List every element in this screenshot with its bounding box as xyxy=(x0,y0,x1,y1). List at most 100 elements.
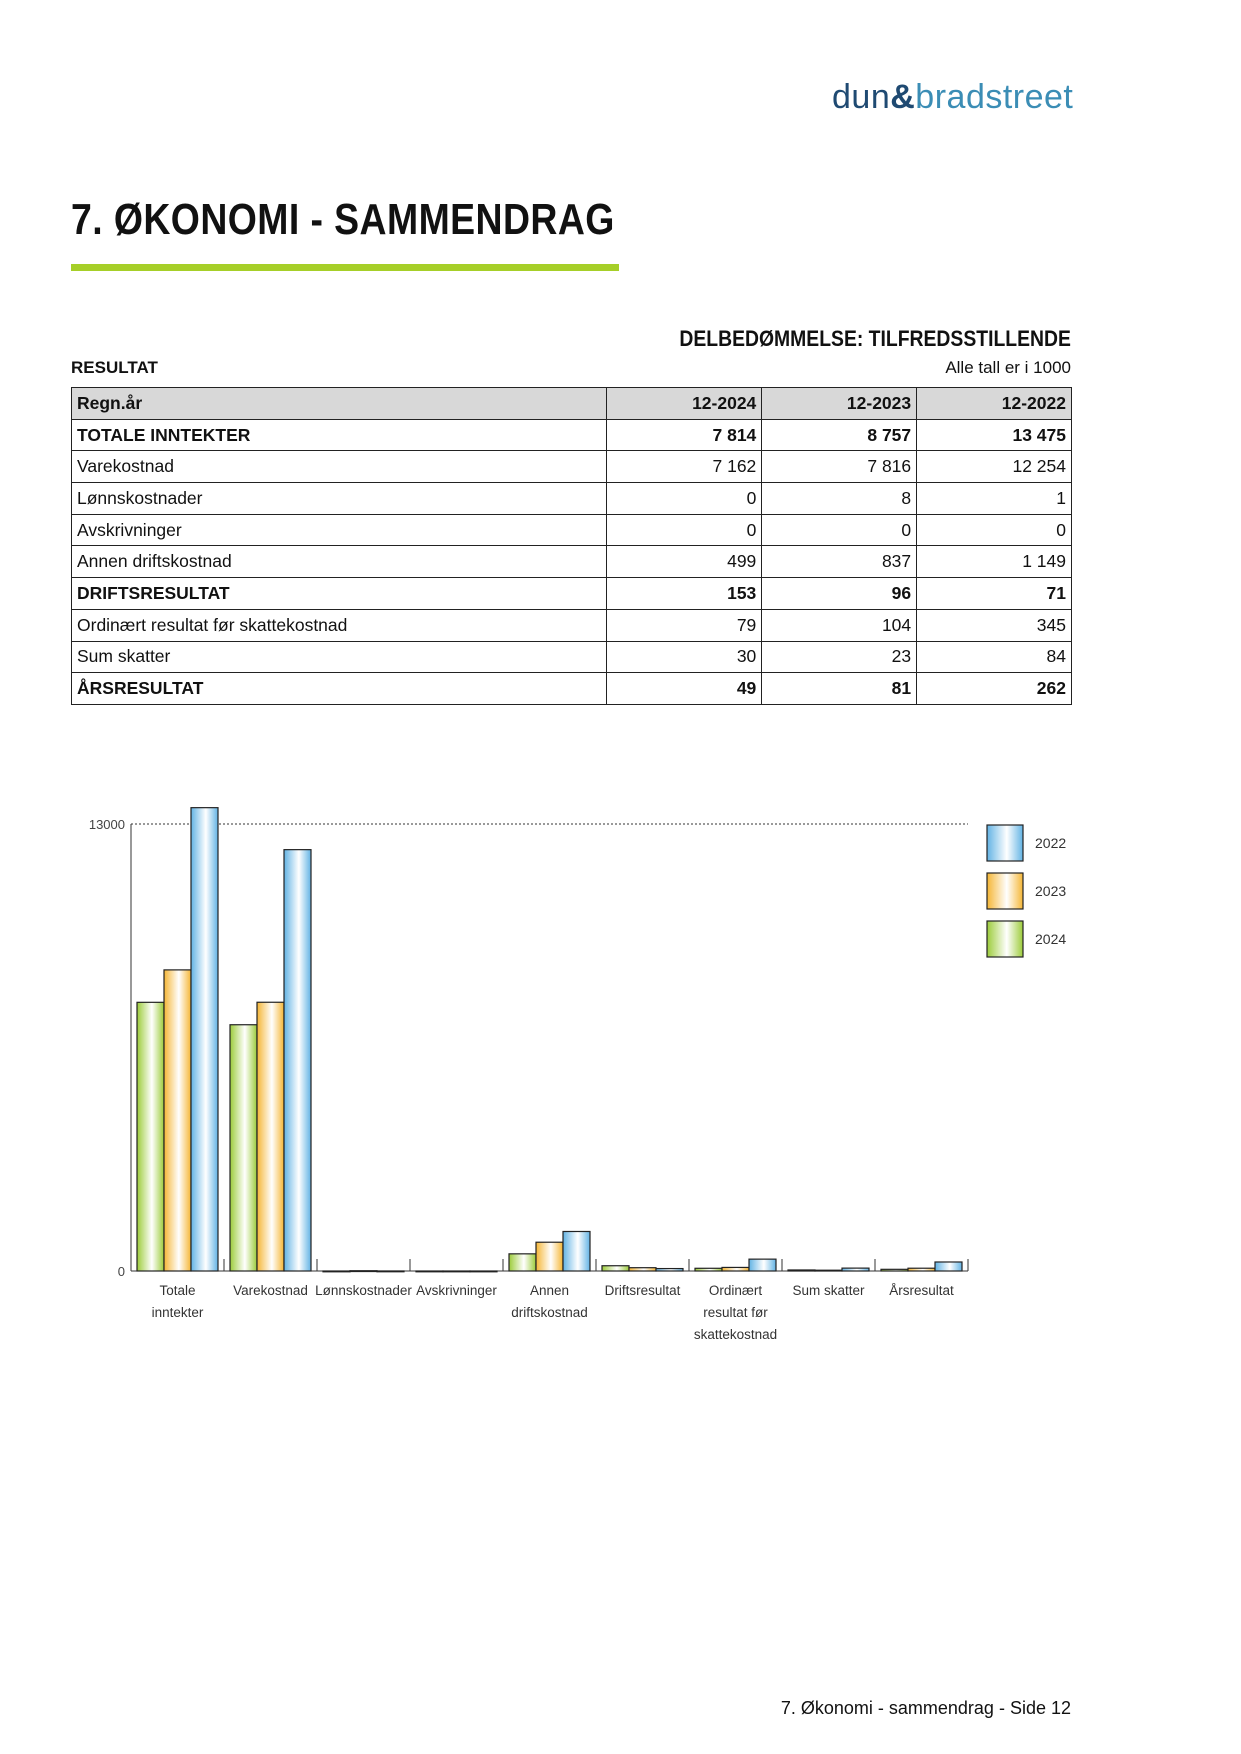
cell-value: 0 xyxy=(761,513,918,547)
title-underline xyxy=(71,264,619,271)
column-header: 12-2024 xyxy=(606,387,763,420)
x-tick-label: inntekter xyxy=(152,1305,204,1320)
table-row: TOTALE INNTEKTER 7 814 8 757 13 475 xyxy=(70,418,1072,452)
cell-value: 7 814 xyxy=(606,418,763,452)
unit-note: Alle tall er i 1000 xyxy=(945,358,1071,377)
legend-label: 2023 xyxy=(1035,883,1066,899)
bar-2023 xyxy=(163,969,192,1272)
row-label: Avskrivninger xyxy=(70,513,608,547)
bar-2023 xyxy=(442,1270,471,1273)
bar-2022 xyxy=(655,1267,684,1272)
cell-value: 84 xyxy=(916,640,1072,674)
row-label: Varekostnad xyxy=(70,450,608,484)
cell-value: 12 254 xyxy=(916,450,1072,484)
table-row: Lønnskostnader 0 8 1 xyxy=(70,482,1072,515)
y-tick-label: 0 xyxy=(118,1264,125,1279)
x-tick-label: Varekostnad xyxy=(233,1283,308,1298)
row-label: ÅRSRESULTAT xyxy=(70,672,608,705)
table-row: ÅRSRESULTAT 49 81 262 xyxy=(70,672,1072,705)
bar-2023 xyxy=(628,1267,657,1272)
section-label: RESULTAT xyxy=(71,358,158,377)
bar-2022 xyxy=(934,1261,963,1272)
column-header: 12-2022 xyxy=(916,387,1072,420)
table-header-row: Regn.år 12-2024 12-2023 12-2022 xyxy=(70,387,1072,420)
page-footer: 7. Økonomi - sammendrag - Side 12 xyxy=(780,1698,1071,1718)
row-label: Sum skatter xyxy=(70,640,608,674)
bar-2023 xyxy=(721,1266,750,1272)
cell-value: 1 149 xyxy=(916,545,1072,579)
cell-value: 499 xyxy=(606,545,763,579)
row-label: TOTALE INNTEKTER xyxy=(70,418,608,452)
bar-2024 xyxy=(229,1024,258,1272)
cell-value: 23 xyxy=(761,640,918,674)
bar-2022 xyxy=(283,849,312,1272)
cell-value: 0 xyxy=(606,513,763,547)
legend-label: 2022 xyxy=(1035,835,1066,851)
x-tick-label: Ordinært xyxy=(709,1283,763,1298)
cell-value: 49 xyxy=(606,672,763,705)
table-row: Varekostnad 7 162 7 816 12 254 xyxy=(70,450,1072,484)
x-tick-label: Lønnskostnader xyxy=(315,1283,412,1298)
bar-2022 xyxy=(562,1230,591,1272)
x-tick-label: Årsresultat xyxy=(889,1283,954,1298)
bar-2022 xyxy=(190,807,219,1272)
cell-value: 13 475 xyxy=(916,418,1072,452)
x-tick-label: Sum skatter xyxy=(792,1283,865,1298)
cell-value: 104 xyxy=(761,608,918,642)
x-tick-label: skattekostnad xyxy=(694,1327,777,1342)
y-tick-label: 13000 xyxy=(89,817,125,832)
bar-2024 xyxy=(694,1267,723,1272)
cell-value: 262 xyxy=(916,672,1072,705)
row-label: Lønnskostnader xyxy=(70,482,608,515)
bar-2022 xyxy=(841,1267,870,1272)
bar-2022 xyxy=(748,1258,777,1272)
cell-value: 1 xyxy=(916,482,1072,515)
cell-value: 7 162 xyxy=(606,450,763,484)
bar-2023 xyxy=(814,1269,843,1272)
cell-value: 0 xyxy=(606,482,763,515)
bar-2024 xyxy=(508,1253,537,1272)
bar-2024 xyxy=(322,1270,351,1273)
bar-2022 xyxy=(376,1270,405,1273)
table-row: Ordinært resultat før skattekostnad 79 104… xyxy=(70,608,1072,642)
cell-value: 0 xyxy=(916,513,1072,547)
bar-2022 xyxy=(469,1270,498,1273)
table-row: DRIFTSRESULTAT 153 96 71 xyxy=(70,577,1072,610)
cell-value: 30 xyxy=(606,640,763,674)
column-header: 12-2023 xyxy=(761,387,918,420)
cell-value: 153 xyxy=(606,577,763,610)
cell-value: 7 816 xyxy=(761,450,918,484)
cell-value: 96 xyxy=(761,577,918,610)
row-label: Ordinært resultat før skattekostnad xyxy=(70,608,608,642)
table-row: Avskrivninger 0 0 0 xyxy=(70,513,1072,547)
cell-value: 837 xyxy=(761,545,918,579)
table-row: Sum skatter 30 23 84 xyxy=(70,640,1072,674)
page-title: 7. ØKONOMI - SAMMENDRAG xyxy=(71,195,615,244)
x-tick-label: Totale xyxy=(159,1283,195,1298)
x-tick-label: resultat før xyxy=(703,1305,768,1320)
legend-swatch-2023 xyxy=(986,872,1024,910)
x-tick-label: Annen xyxy=(530,1283,569,1298)
x-tick-label: Driftsresultat xyxy=(605,1283,681,1298)
x-tick-label: driftskostnad xyxy=(511,1305,588,1320)
table-row: Annen driftskostnad 499 837 1 149 xyxy=(70,545,1072,579)
cell-value: 345 xyxy=(916,608,1072,642)
row-label: Annen driftskostnad xyxy=(70,545,608,579)
cell-value: 79 xyxy=(606,608,763,642)
bar-2024 xyxy=(787,1269,816,1272)
legend-swatch-2022 xyxy=(986,824,1024,862)
bar-2024 xyxy=(136,1001,165,1272)
legend-label: 2024 xyxy=(1035,931,1066,947)
bar-2023 xyxy=(535,1241,564,1272)
bar-2023 xyxy=(907,1267,936,1272)
bar-2024 xyxy=(601,1265,630,1272)
row-label: DRIFTSRESULTAT xyxy=(70,577,608,610)
bar-chart: 0 13000 Totale inntekter Varekostnad Lønnskos… xyxy=(89,807,1066,1342)
column-header: Regn.år xyxy=(70,387,608,420)
bar-2023 xyxy=(256,1001,285,1272)
dun-bradstreet-logo: dun&bradstreet xyxy=(832,78,1074,116)
cell-value: 81 xyxy=(761,672,918,705)
cell-value: 8 xyxy=(761,482,918,515)
x-tick-label: Avskrivninger xyxy=(416,1283,497,1298)
bar-2024 xyxy=(415,1270,444,1273)
